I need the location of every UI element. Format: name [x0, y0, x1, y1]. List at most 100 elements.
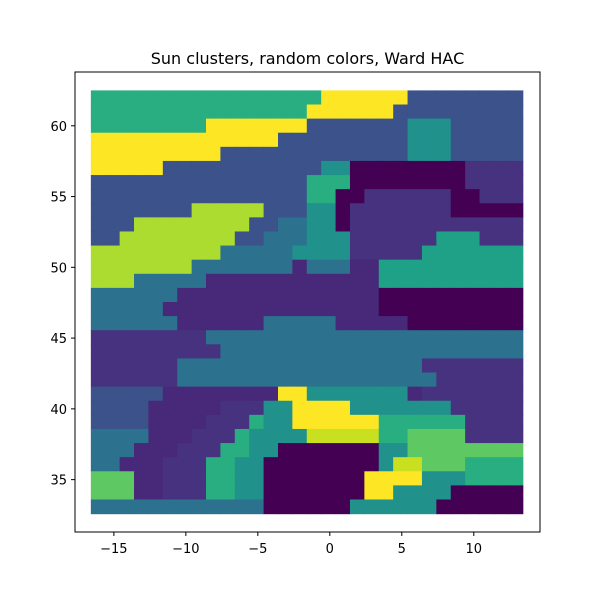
cluster-cell: [421, 217, 437, 233]
cluster-cell: [90, 132, 106, 148]
cluster-cell: [90, 189, 106, 204]
cluster-cell: [206, 499, 222, 515]
cluster-cell: [277, 457, 293, 472]
cluster-cell: [234, 287, 250, 303]
cluster-cell: [292, 457, 308, 472]
cluster-cell: [105, 358, 121, 374]
cluster-cell: [306, 485, 322, 501]
cluster-cell: [407, 259, 423, 275]
cluster-cell: [119, 457, 135, 472]
cluster-cell: [335, 443, 351, 458]
cluster-cell: [321, 316, 337, 331]
cluster-cell: [249, 471, 265, 486]
cluster-cell: [292, 499, 308, 515]
cluster-cell: [206, 217, 222, 233]
cluster-cell: [479, 358, 495, 374]
cluster-cell: [220, 245, 236, 261]
cluster-cell: [90, 217, 106, 233]
cluster-cell: [177, 245, 193, 261]
cluster-cell: [393, 316, 409, 331]
cluster-cell: [119, 428, 135, 444]
cluster-cell: [119, 90, 135, 106]
cluster-cell: [364, 358, 380, 374]
cluster-cell: [465, 245, 481, 261]
cluster-cell: [450, 146, 466, 162]
cluster-cell: [90, 245, 106, 261]
cluster-cell: [465, 175, 481, 190]
cluster-cell: [508, 287, 524, 303]
x-tick-label: −15: [100, 542, 127, 557]
cluster-cell: [349, 287, 365, 303]
cluster-cell: [465, 118, 481, 134]
cluster-cell: [493, 499, 509, 515]
cluster-cell: [393, 287, 409, 303]
cluster-cell: [177, 471, 193, 486]
cluster-cell: [450, 443, 466, 458]
cluster-cell: [119, 471, 135, 486]
cluster-cell: [105, 372, 121, 388]
cluster-cell: [234, 443, 250, 458]
cluster-cell: [249, 443, 265, 458]
cluster-cell: [162, 217, 178, 233]
cluster-cell: [191, 443, 207, 458]
cluster-cell: [364, 372, 380, 388]
cluster-cell: [436, 175, 452, 190]
cluster-cell: [421, 471, 437, 486]
cluster-cell: [306, 443, 322, 458]
cluster-cell: [234, 118, 250, 134]
cluster-cell: [162, 386, 178, 402]
cluster-cell: [148, 160, 164, 176]
cluster-cell: [220, 471, 236, 486]
cluster-cell: [220, 457, 236, 472]
cluster-cell: [206, 231, 222, 247]
cluster-cell: [90, 146, 106, 162]
cluster-cell: [263, 372, 279, 388]
cluster-cell: [277, 146, 293, 162]
cluster-cell: [421, 118, 437, 134]
cluster-cell: [105, 316, 121, 331]
cluster-cell: [364, 428, 380, 444]
cluster-cell: [335, 316, 351, 331]
cluster-cell: [349, 499, 365, 515]
cluster-cell: [450, 471, 466, 486]
cluster-cell: [220, 217, 236, 233]
cluster-cell: [105, 344, 121, 360]
cluster-cell: [479, 400, 495, 416]
cluster-cell: [177, 273, 193, 289]
cluster-cell: [349, 259, 365, 275]
cluster-cell: [306, 428, 322, 444]
cluster-cell: [393, 245, 409, 261]
cluster-cell: [119, 414, 135, 430]
cluster-cell: [249, 302, 265, 317]
cluster-cell: [349, 485, 365, 501]
cluster-cell: [465, 457, 481, 472]
cluster-cell: [90, 231, 106, 247]
cluster-cell: [436, 217, 452, 233]
cluster-cell: [479, 90, 495, 106]
cluster-cell: [90, 302, 106, 317]
cluster-cell: [220, 414, 236, 430]
cluster-cell: [177, 118, 193, 134]
cluster-cell: [421, 485, 437, 501]
cluster-cell: [220, 330, 236, 345]
cluster-cell: [90, 344, 106, 360]
cluster-cell: [134, 443, 150, 458]
cluster-cell: [105, 90, 121, 106]
cluster-cell: [493, 386, 509, 402]
cluster-cell: [306, 175, 322, 190]
cluster-cell: [421, 160, 437, 176]
cluster-cell: [220, 485, 236, 501]
cluster-cell: [90, 259, 106, 275]
cluster-cell: [162, 231, 178, 247]
cluster-cell: [306, 287, 322, 303]
cluster-cell: [378, 457, 394, 472]
cluster-cell: [206, 259, 222, 275]
cluster-cell: [90, 175, 106, 190]
cluster-cell: [220, 273, 236, 289]
cluster-cell: [162, 485, 178, 501]
cluster-cell: [465, 372, 481, 388]
cluster-cell: [349, 330, 365, 345]
cluster-cell: [436, 189, 452, 204]
cluster-cell: [90, 428, 106, 444]
cluster-cell: [393, 386, 409, 402]
